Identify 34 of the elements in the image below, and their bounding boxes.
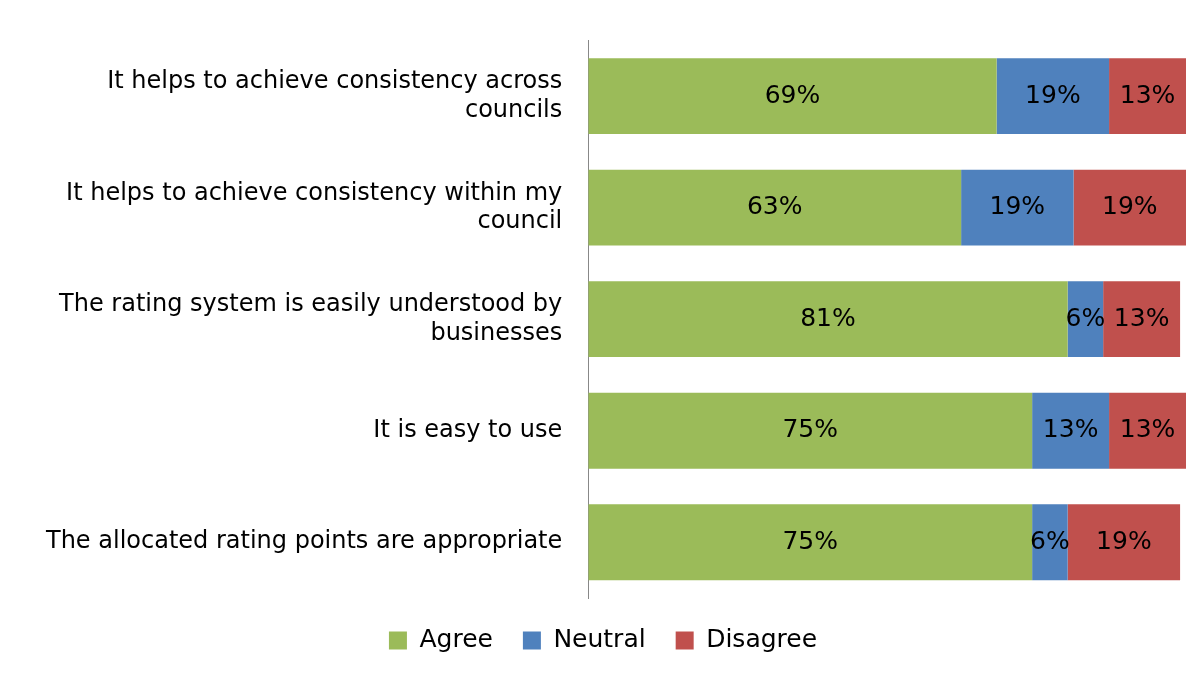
- y-tick-label: The rating system is easily understood by businesses: [58, 289, 563, 346]
- bar: [588, 504, 1033, 581]
- bar: [1067, 504, 1181, 581]
- bar: [588, 58, 997, 135]
- data-label: 19%: [1025, 79, 1081, 109]
- bar: [1073, 169, 1186, 246]
- y-tick-label: It helps to achieve consistency across councils: [107, 65, 563, 123]
- bar: [588, 392, 1033, 469]
- y-tick-label: The allocated rating points are appropriate: [45, 526, 563, 555]
- y-tick-label: It helps to achieve consistency within my council: [66, 177, 563, 235]
- legend-label: Neutral: [553, 624, 646, 653]
- bar: [1109, 58, 1186, 135]
- bar: [996, 58, 1110, 135]
- data-label: 13%: [1042, 414, 1099, 444]
- legend-label: Agree: [419, 624, 493, 653]
- data-label: 69%: [764, 79, 821, 109]
- bar: [588, 281, 1068, 358]
- bar: [961, 169, 1074, 246]
- bar: [1032, 392, 1110, 469]
- bar: [588, 169, 962, 246]
- data-label: 19%: [1101, 191, 1158, 221]
- data-label: 13%: [1113, 302, 1170, 332]
- bar: [1103, 281, 1181, 358]
- data-label: 13%: [1119, 414, 1176, 444]
- y-tick-label: It is easy to use: [373, 414, 563, 443]
- data-label: 75%: [782, 525, 838, 555]
- data-label: 63%: [746, 191, 803, 221]
- data-label: 75%: [782, 414, 838, 444]
- bar: [1109, 392, 1186, 469]
- legend-label: Disagree: [706, 624, 818, 653]
- data-label: 19%: [1096, 525, 1152, 555]
- data-label: 19%: [989, 191, 1046, 221]
- data-label: 81%: [800, 302, 856, 332]
- data-label: 13%: [1119, 79, 1176, 109]
